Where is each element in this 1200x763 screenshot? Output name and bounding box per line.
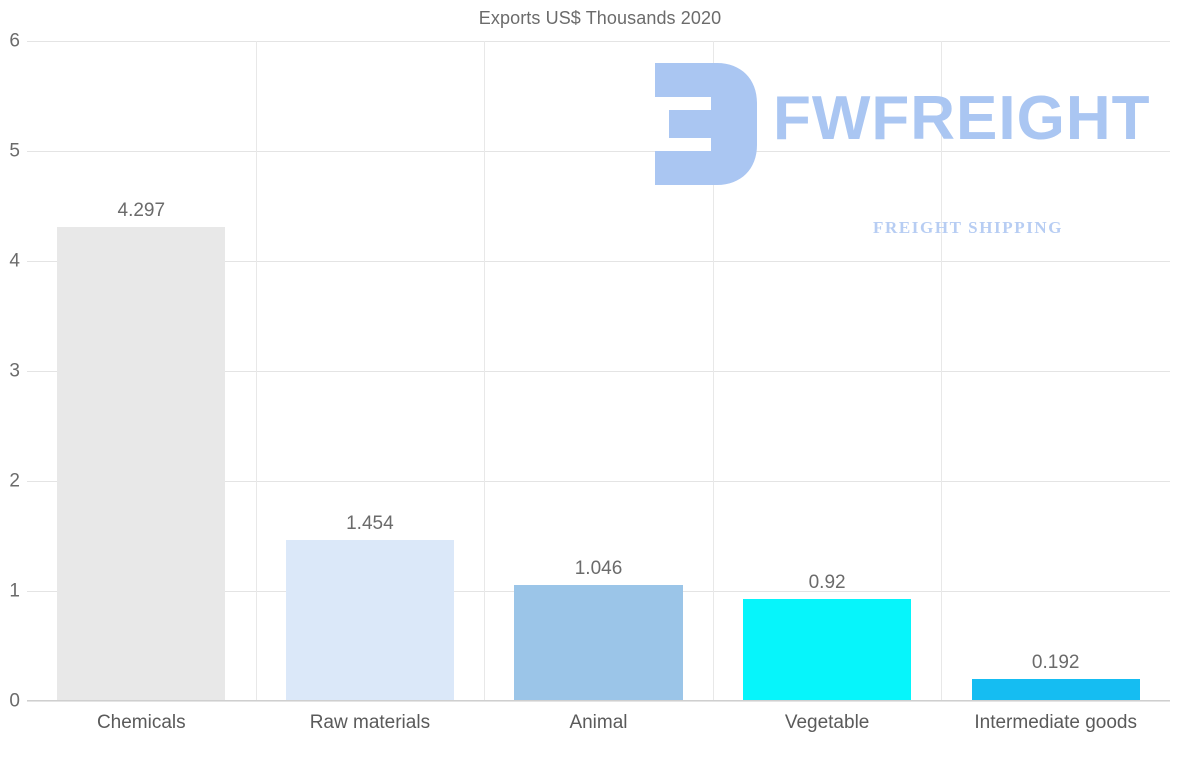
bar[interactable]: [971, 678, 1140, 700]
bar-value-label: 0.92: [808, 571, 846, 593]
y-axis-tick-label: 5: [9, 140, 20, 162]
bar-value-label: 1.046: [574, 557, 623, 579]
gridline-horizontal: [27, 481, 1170, 482]
bar[interactable]: [285, 540, 454, 700]
y-axis-tick-label: 1: [9, 580, 20, 602]
x-axis-category-label: Vegetable: [784, 712, 870, 733]
chart-title: Exports US$ Thousands 2020: [478, 8, 722, 28]
bar-value-label: 1.454: [346, 513, 394, 535]
bar[interactable]: [57, 227, 226, 700]
x-axis-category-label: Raw materials: [309, 712, 431, 733]
x-axis-category-label: Animal: [569, 712, 628, 733]
bar-value-label: 0.192: [1031, 651, 1080, 673]
y-axis-tick-label: 6: [9, 30, 20, 52]
x-axis-category-label: Chemicals: [96, 712, 186, 733]
bars-layer: 4.297 1.454 1.046 0.92 0.192: [27, 41, 1170, 701]
x-axis-line: [27, 700, 1170, 701]
plot-area: 4.297 1.454 1.046 0.92 0.192: [27, 41, 1170, 702]
y-axis-tick-label: 2: [9, 470, 20, 492]
gridline-horizontal: [27, 701, 1170, 702]
gridline-horizontal: [27, 371, 1170, 372]
gridline-horizontal: [27, 41, 1170, 42]
bar-value-label: 4.297: [117, 200, 166, 222]
gridline-vertical: [256, 41, 257, 701]
gridline-vertical: [484, 41, 485, 701]
bar[interactable]: [743, 598, 912, 700]
gridline-horizontal: [27, 261, 1170, 262]
gridline-vertical: [713, 41, 714, 701]
y-axis-tick-label: 0: [9, 690, 20, 712]
y-axis-tick-label: 4: [9, 250, 20, 272]
y-axis-tick-label: 3: [9, 360, 20, 382]
x-axis-category-label: Intermediate goods: [974, 712, 1138, 733]
gridline-vertical: [941, 41, 942, 701]
bar[interactable]: [514, 584, 683, 700]
gridline-horizontal: [27, 151, 1170, 152]
